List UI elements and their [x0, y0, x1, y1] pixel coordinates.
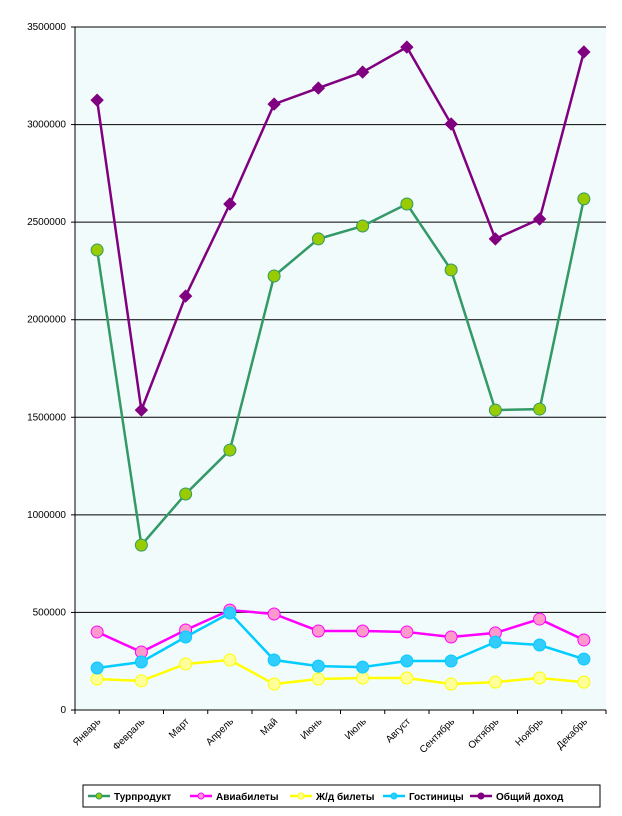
- marker: [90, 661, 104, 675]
- legend-label: Турпродукт: [114, 792, 171, 803]
- series-line: [95, 198, 586, 548]
- series-line: [95, 45, 586, 415]
- legend-marker: [390, 792, 398, 800]
- marker: [533, 638, 547, 652]
- y-tick-label: 2000000: [27, 315, 66, 326]
- marker: [134, 655, 148, 669]
- marker: [444, 677, 458, 691]
- x-tick-label: Октябрь: [466, 716, 502, 752]
- marker: [488, 635, 502, 649]
- series-line: [96, 611, 585, 670]
- marker: [311, 624, 325, 638]
- x-tick-label: Август: [384, 716, 413, 745]
- marker: [444, 630, 458, 644]
- marker: [533, 612, 547, 626]
- legend-marker: [297, 792, 305, 800]
- y-tick-label: 500000: [33, 607, 67, 618]
- marker: [577, 633, 591, 647]
- marker: [488, 232, 503, 246]
- x-tick-label: Ноябрь: [513, 716, 546, 749]
- x-tick-label: Март: [167, 716, 192, 741]
- marker: [577, 45, 591, 59]
- marker: [223, 653, 237, 667]
- marker: [356, 624, 370, 638]
- marker: [311, 659, 325, 673]
- legend: [82, 784, 601, 808]
- x-tick-label: Февраль: [111, 716, 148, 753]
- marker: [134, 403, 149, 417]
- y-tick-label: 0: [60, 705, 66, 716]
- y-tick-label: 2500000: [27, 217, 66, 228]
- marker: [223, 606, 237, 620]
- marker: [400, 671, 414, 685]
- series-line: [97, 658, 584, 686]
- legend-label: Авиабилеты: [216, 791, 279, 803]
- marker: [267, 653, 281, 667]
- marker: [134, 538, 148, 552]
- marker: [178, 289, 193, 303]
- marker: [267, 677, 281, 691]
- x-tick-label: Май: [259, 716, 281, 738]
- y-tick-label: 1500000: [27, 412, 66, 423]
- marker: [356, 660, 370, 674]
- x-tick-label: Декабрь: [554, 716, 590, 752]
- legend-marker: [477, 792, 485, 800]
- x-tick-label: Апрель: [204, 716, 236, 748]
- x-tick-label: Январь: [71, 716, 103, 748]
- marker: [488, 403, 502, 417]
- y-tick-label: 3500000: [27, 22, 66, 33]
- marker: [134, 674, 148, 688]
- series: [90, 40, 591, 691]
- marker: [90, 243, 104, 257]
- marker: [444, 654, 458, 668]
- marker: [267, 269, 281, 283]
- marker: [533, 671, 547, 685]
- marker: [488, 675, 502, 689]
- y-tick-label: 1000000: [27, 510, 66, 521]
- marker: [400, 40, 414, 54]
- marker: [400, 197, 414, 211]
- marker: [90, 672, 104, 686]
- marker: [223, 443, 237, 457]
- marker: [179, 630, 193, 644]
- marker: [533, 402, 547, 416]
- x-tick-label: Июнь: [299, 716, 325, 742]
- grid: [71, 26, 607, 714]
- x-tick-label: Сентябрь: [417, 716, 457, 756]
- marker: [267, 97, 281, 111]
- series-line: [96, 608, 585, 654]
- marker: [311, 81, 326, 95]
- marker: [90, 625, 104, 639]
- legend-label: Ж/д билеты: [315, 791, 374, 803]
- marker: [223, 197, 237, 211]
- marker: [577, 675, 591, 689]
- marker: [355, 65, 370, 79]
- marker: [444, 263, 458, 277]
- legend-label: Гостиницы: [409, 792, 464, 803]
- legend-label: Общий доход: [496, 791, 564, 803]
- marker: [311, 232, 325, 246]
- marker: [577, 192, 591, 206]
- marker: [311, 672, 325, 686]
- marker: [577, 652, 591, 666]
- marker: [356, 219, 370, 233]
- marker: [179, 657, 193, 671]
- marker: [356, 671, 370, 685]
- marker: [400, 654, 414, 668]
- plot-area: [75, 27, 606, 710]
- marker: [444, 117, 458, 131]
- marker: [90, 93, 104, 107]
- marker: [267, 607, 281, 621]
- marker: [179, 487, 193, 501]
- legend-marker: [197, 792, 205, 800]
- marker: [400, 625, 414, 639]
- x-tick-label: Июль: [343, 716, 369, 742]
- marker: [532, 212, 547, 226]
- legend-marker: [95, 792, 103, 800]
- y-tick-label: 3000000: [27, 120, 66, 131]
